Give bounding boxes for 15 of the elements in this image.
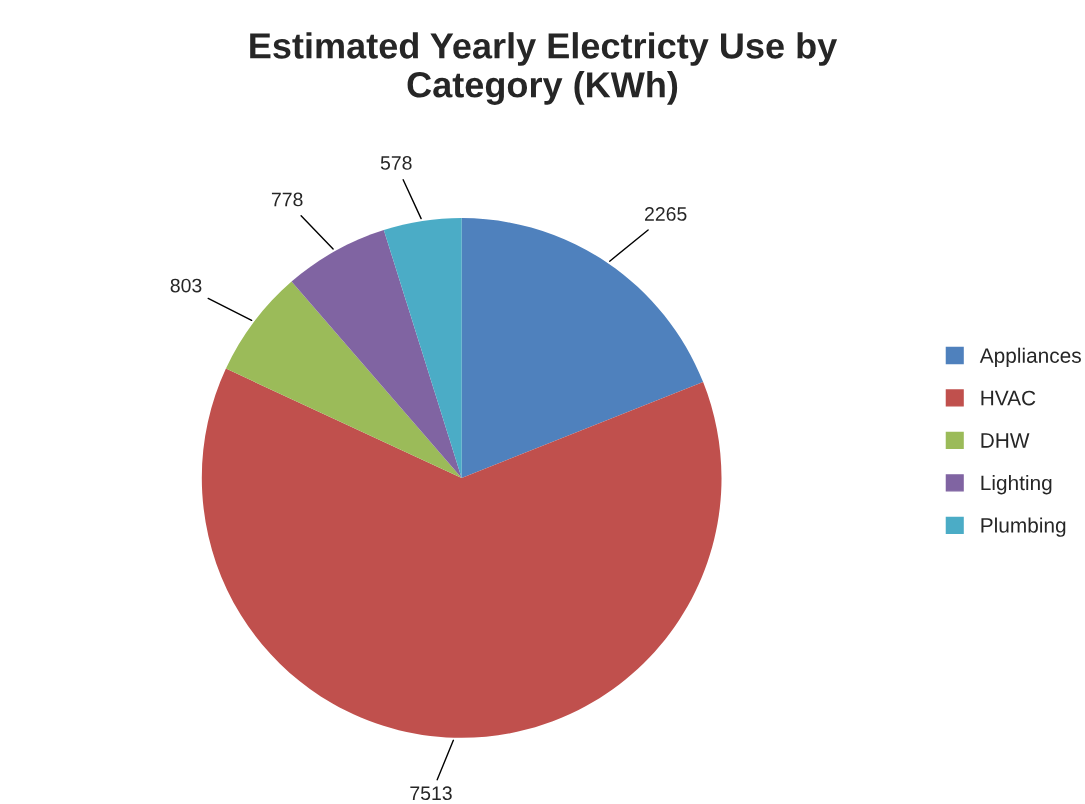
legend-label: DHW — [981, 433, 1030, 448]
pie-slice — [383, 218, 462, 478]
data-label: 2265 — [645, 207, 687, 221]
legend-label: Appliances — [979, 347, 1081, 368]
pie-slice — [201, 368, 722, 738]
data-label: 803 — [170, 278, 202, 293]
pie-slice — [291, 230, 462, 478]
chart-title: Estimated Yearly Electricty Use by Category (KWh) — [250, 32, 838, 105]
legend-label: Plumbing — [981, 517, 1066, 537]
pie-slice — [225, 281, 462, 478]
data-label: 578 — [380, 156, 412, 170]
data-label: 778 — [271, 192, 303, 207]
legend-label: HVAC — [981, 390, 1036, 406]
legend-label: Lighting — [981, 474, 1052, 495]
data-label: 7513 — [410, 786, 452, 801]
